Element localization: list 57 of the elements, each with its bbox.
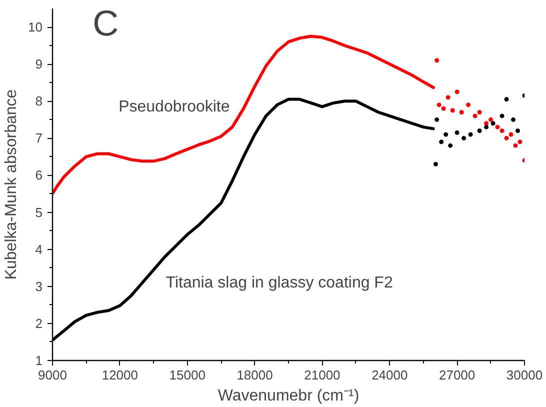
point xyxy=(518,140,522,144)
series-label: Pseudobrookite xyxy=(118,98,230,116)
point xyxy=(434,117,440,122)
point xyxy=(504,97,509,102)
y-tick-label: 8 xyxy=(35,94,43,109)
point xyxy=(433,162,438,166)
point xyxy=(441,106,446,111)
x-tick-label: 30000 xyxy=(506,368,543,382)
point xyxy=(508,132,514,137)
point xyxy=(434,58,440,63)
point xyxy=(513,143,518,148)
y-tick-label: 9 xyxy=(35,56,43,72)
y-tick-label: 3 xyxy=(35,278,43,294)
x-tick-label: 9000 xyxy=(38,368,67,382)
point xyxy=(439,140,444,144)
y-tick-label: 7 xyxy=(35,130,43,146)
point xyxy=(488,117,494,122)
line-series xyxy=(52,34,436,196)
point xyxy=(490,121,496,126)
y-axis-title: Kubelka-Munk absorbance xyxy=(3,89,20,280)
y-tick-label: 1 xyxy=(35,353,43,368)
point xyxy=(466,102,471,108)
y-tick-label: 5 xyxy=(35,204,43,220)
x-tick-label: 27000 xyxy=(438,368,476,382)
x-tick-label: 21000 xyxy=(304,368,340,382)
x-tick-label: 18000 xyxy=(236,368,273,382)
point xyxy=(504,136,509,140)
point xyxy=(511,117,516,122)
point xyxy=(459,110,464,114)
point xyxy=(472,114,478,118)
series-label: Titania slag in glassy coating F2 xyxy=(166,274,393,292)
point xyxy=(468,132,473,137)
point xyxy=(454,130,460,135)
point xyxy=(495,124,500,130)
annotation: C xyxy=(92,2,119,44)
point xyxy=(448,143,453,148)
point xyxy=(484,124,489,130)
x-tick-label: 12000 xyxy=(102,368,138,382)
point xyxy=(444,132,448,137)
point xyxy=(500,128,504,134)
point xyxy=(436,102,442,108)
point xyxy=(477,110,482,114)
y-tick-label: 4 xyxy=(35,242,43,257)
point xyxy=(454,90,460,94)
x-tick-label: 15000 xyxy=(169,368,206,382)
x-tick-label: 24000 xyxy=(372,368,408,382)
point xyxy=(484,121,489,126)
point xyxy=(477,128,482,134)
point xyxy=(462,136,466,140)
point xyxy=(500,114,504,118)
point xyxy=(446,95,450,100)
y-tick-label: 2 xyxy=(35,316,43,331)
point xyxy=(450,108,455,113)
point xyxy=(516,128,520,134)
x-axis-title: Wavenumebr (cm⁻¹) xyxy=(218,388,360,404)
y-tick-label: 10 xyxy=(28,20,43,35)
y-tick-label: 6 xyxy=(35,168,43,183)
